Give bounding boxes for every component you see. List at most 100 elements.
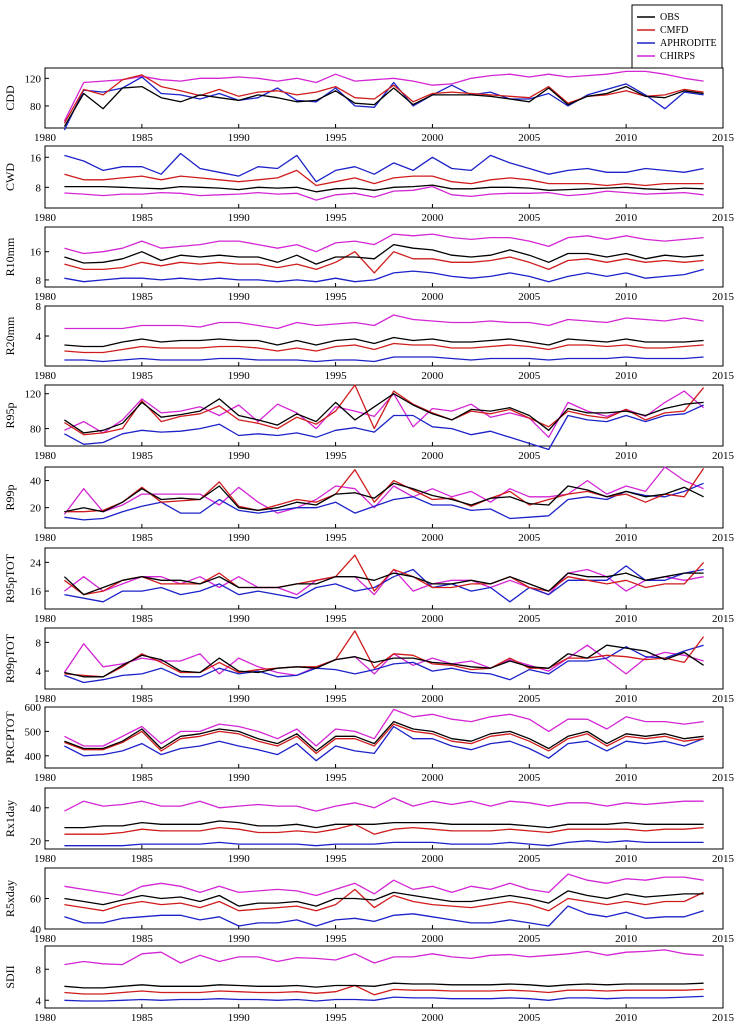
x-tick-label-2010: 2010 (615, 772, 638, 784)
x-tick-label-1985: 1985 (131, 693, 154, 705)
x-tick-label-2005: 2005 (518, 933, 541, 945)
series-line-prcptot-obs (64, 720, 704, 752)
y-tick-label-prcptot-500: 500 (25, 726, 42, 738)
x-tick-label-2015: 2015 (712, 212, 735, 224)
y-axis-label-r5xday: R5xday (3, 880, 17, 917)
series-line-prcptot-chirps (64, 708, 704, 747)
series-line-sdii-aphrodite (64, 995, 704, 1002)
x-tick-label-1995: 1995 (325, 212, 348, 224)
x-tick-label-1995: 1995 (325, 933, 348, 945)
x-tick-label-2010: 2010 (615, 450, 638, 462)
series-line-cwd-obs (64, 184, 704, 193)
x-tick-label-1995: 1995 (325, 693, 348, 705)
series-line-r99ptot-cmfd (64, 630, 705, 678)
x-tick-label-1985: 1985 (131, 450, 154, 462)
panel-frame-rx1day (44, 787, 724, 850)
series-line-cwd-chirps (64, 185, 704, 201)
series-line-r99p-obs (64, 482, 704, 513)
panel-r95p: 1980 1985 1990 1995 2000 2005 2010 2015 80 120 R95… (3, 384, 735, 462)
panel-frame-r5xday (44, 867, 724, 930)
x-tick-label-1985: 1985 (131, 370, 154, 382)
y-tick-label-cdd-80: 80 (30, 101, 42, 113)
x-tick-label-1990: 1990 (228, 1012, 251, 1024)
x-tick-label-2010: 2010 (615, 291, 638, 303)
x-tick-label-2000: 2000 (421, 1012, 444, 1024)
panel-rx1day: 1980 1985 1990 1995 2000 2005 2010 2015 20 40 Rx1d… (3, 787, 735, 865)
x-tick-label-1990: 1990 (228, 212, 251, 224)
y-tick-label-r10mm-8: 8 (36, 275, 42, 287)
panel-frame-r99ptot (44, 627, 724, 690)
series-line-r10mm-aphrodite (64, 268, 704, 283)
x-tick-label-1980: 1980 (34, 693, 57, 705)
x-tick-label-2000: 2000 (421, 853, 444, 865)
panel-frame-cdd (44, 67, 724, 129)
x-tick-label-2000: 2000 (421, 693, 444, 705)
series-line-cdd-obs (63, 85, 704, 127)
x-tick-label-1990: 1990 (228, 370, 251, 382)
x-tick-label-2010: 2010 (615, 1012, 638, 1024)
panel-frame-r95ptot (44, 547, 724, 610)
x-tick-label-1990: 1990 (228, 291, 251, 303)
x-tick-label-1980: 1980 (34, 1012, 57, 1024)
x-tick-label-2005: 2005 (518, 693, 541, 705)
x-tick-label-2005: 2005 (518, 772, 541, 784)
x-tick-label-1985: 1985 (131, 1012, 154, 1024)
x-tick-label-2000: 2000 (421, 132, 444, 144)
y-axis-label-r95p: R95p (3, 402, 17, 428)
x-tick-label-1995: 1995 (325, 772, 348, 784)
x-tick-label-1990: 1990 (228, 450, 251, 462)
x-tick-label-1980: 1980 (34, 450, 57, 462)
y-axis-label-cwd: CWD (3, 163, 17, 191)
x-tick-label-2005: 2005 (518, 370, 541, 382)
x-tick-label-2005: 2005 (518, 853, 541, 865)
x-tick-label-2005: 2005 (518, 613, 541, 625)
x-tick-label-2010: 2010 (615, 693, 638, 705)
panel-r99ptot: 1980 1985 1990 1995 2000 2005 2010 2015 4 8 R99pTO… (3, 627, 735, 705)
series-line-r95ptot-obs (63, 572, 704, 596)
series-line-cdd-chirps (63, 70, 704, 122)
y-axis-label-rx1day: Rx1day (3, 800, 17, 837)
series-line-r5xday-chirps (64, 873, 704, 897)
panel-sdii: 1980 1985 1990 1995 2000 2005 2010 2015 4 8 SDII (3, 945, 735, 1024)
panel-frame-r99p (44, 466, 724, 529)
legend: OBS CMFD APHRODITE CHIRPS (631, 4, 723, 69)
series-line-r10mm-obs (64, 243, 704, 265)
x-tick-label-2015: 2015 (712, 933, 735, 945)
series-line-r20mm-cmfd (64, 342, 704, 354)
legend-entry-aphrodite: APHRODITE (637, 38, 717, 49)
x-tick-label-1980: 1980 (34, 853, 57, 865)
series-line-r95p-aphrodite (64, 404, 704, 451)
legend-entry-chirps: CHIRPS (637, 51, 695, 62)
x-tick-label-2015: 2015 (712, 132, 735, 144)
x-tick-label-1985: 1985 (131, 933, 154, 945)
y-axis-label-cdd: CDD (3, 85, 17, 111)
x-tick-label-2000: 2000 (421, 450, 444, 462)
x-tick-label-2015: 2015 (712, 613, 735, 625)
x-tick-label-2005: 2005 (518, 291, 541, 303)
x-tick-label-2000: 2000 (421, 613, 444, 625)
series-line-cdd-cmfd (63, 74, 704, 124)
panel-frame-r10mm (44, 226, 724, 288)
panel-frame-sdii (44, 945, 724, 1009)
x-tick-label-1985: 1985 (131, 613, 154, 625)
panel-r99p: 1980 1985 1990 1995 2000 2005 2010 2015 20 40 R99p (3, 466, 735, 544)
series-line-r99ptot-obs (64, 644, 704, 678)
legend-label-chirps: CHIRPS (660, 51, 695, 62)
panel-frame-cwd (44, 145, 724, 209)
panel-frame-r95p (44, 384, 724, 447)
y-tick-label-prcptot-400: 400 (25, 751, 42, 763)
panels: 1980 1985 1990 1995 2000 2005 2010 2015 80 120 CDD… (3, 67, 735, 1024)
x-tick-label-1985: 1985 (131, 212, 154, 224)
x-tick-label-2005: 2005 (518, 1012, 541, 1024)
x-tick-label-1995: 1995 (325, 613, 348, 625)
series-line-r10mm-chirps (64, 233, 704, 255)
y-tick-label-cwd-8: 8 (36, 182, 42, 194)
series-line-cdd-aphrodite (63, 76, 704, 131)
x-tick-label-2010: 2010 (615, 532, 638, 544)
series-line-r99p-chirps (63, 466, 704, 515)
x-tick-label-2015: 2015 (712, 370, 735, 382)
y-tick-label-r20mm-4: 4 (36, 331, 42, 343)
series-line-r20mm-obs (64, 336, 704, 348)
series-line-r5xday-cmfd (64, 888, 704, 912)
legend-label-cmfd: CMFD (660, 25, 688, 36)
